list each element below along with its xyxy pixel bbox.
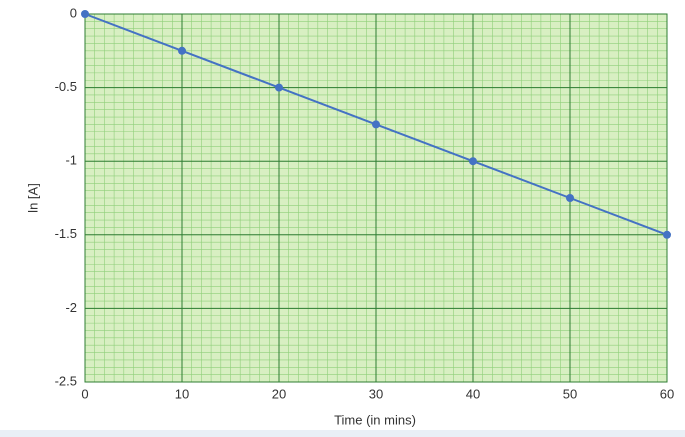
y-tick-label: -0.5 xyxy=(55,79,77,94)
y-axis-label: ln [A] xyxy=(25,183,40,213)
x-tick-label: 40 xyxy=(466,386,480,401)
plot-border xyxy=(84,13,668,383)
y-tick-label: -1.5 xyxy=(55,226,77,241)
y-tick-label: -1 xyxy=(65,153,77,168)
data-point xyxy=(663,230,671,239)
data-point xyxy=(275,83,283,92)
bottom-strip xyxy=(0,430,685,437)
y-tick-label: -2.5 xyxy=(55,373,77,388)
y-tick-label: -2 xyxy=(65,300,77,315)
data-point xyxy=(469,157,477,166)
data-point xyxy=(372,120,380,129)
x-tick-label: 30 xyxy=(369,386,383,401)
x-tick-label: 10 xyxy=(175,386,189,401)
x-tick-label: 60 xyxy=(660,386,674,401)
data-point xyxy=(81,10,89,18)
data-point xyxy=(566,194,574,202)
x-tick-label: 50 xyxy=(563,386,577,401)
x-tick-label: 0 xyxy=(81,386,88,401)
data-point xyxy=(178,46,186,55)
y-tick-label: 0 xyxy=(70,5,77,20)
x-axis-label: Time (in mins) xyxy=(334,412,416,427)
plot-area: 0 10 20 30 40 50 60 0 -0.5 -1 -1.5 -2 -2.5 xyxy=(55,5,675,401)
x-tick-label: 20 xyxy=(272,386,286,401)
